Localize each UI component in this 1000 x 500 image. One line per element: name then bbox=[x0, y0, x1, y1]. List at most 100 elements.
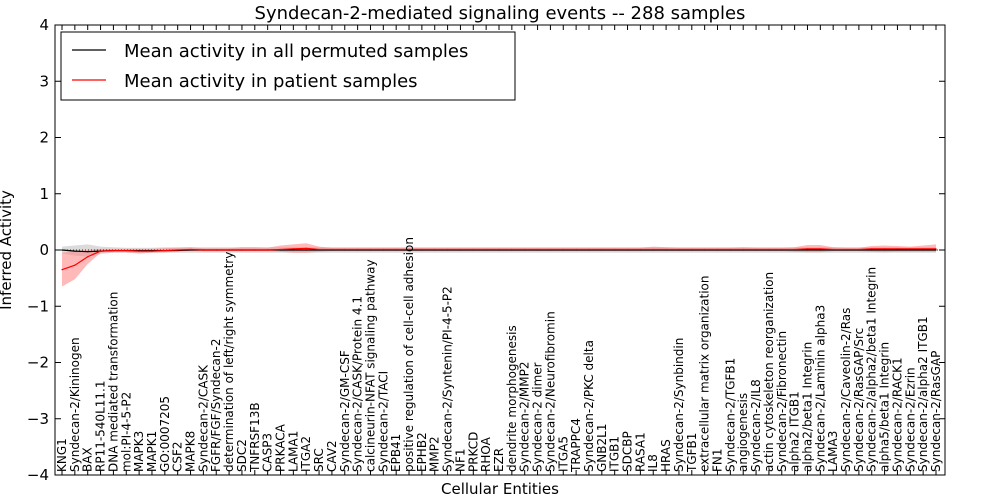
x-tick-label: extracellular matrix organization bbox=[698, 276, 712, 473]
data-point-permuted-19 bbox=[305, 249, 307, 251]
data-point-patient-15 bbox=[254, 249, 256, 251]
data-point-patient-12 bbox=[215, 249, 217, 251]
x-tick-label: determination of left/right symmetry bbox=[222, 252, 236, 472]
x-tick-label: Syndecan-2/Caveolin-2/Ras bbox=[839, 308, 853, 472]
x-tick-label: Syndecan-2/GM-CSF bbox=[338, 350, 352, 472]
x-tick-label: mol:PI-4-5-P2 bbox=[119, 392, 133, 472]
x-tick-label: Syndecan-2/PKC delta bbox=[582, 340, 596, 472]
y-tick-label: 4 bbox=[39, 16, 49, 34]
data-point-patient-52 bbox=[729, 248, 731, 251]
data-point-patient-31 bbox=[459, 248, 462, 251]
legend-label-patient: Mean activity in patient samples bbox=[124, 71, 418, 92]
y-tick-label: 1 bbox=[39, 185, 49, 203]
data-point-permuted-65 bbox=[896, 249, 899, 251]
x-tick-label: MMP2 bbox=[428, 436, 442, 472]
x-tick-label: RP11-540L11.1 bbox=[94, 381, 108, 472]
data-point-patient-40 bbox=[575, 248, 577, 251]
y-axis-ticks: 4 3 2 1 0 −1 −2 −3 −4 bbox=[27, 16, 945, 484]
x-tick-label: MAPK3 bbox=[132, 431, 146, 472]
data-point-patient-22 bbox=[344, 248, 346, 251]
x-axis-label: Cellular Entities bbox=[441, 480, 559, 498]
x-tick-label: Syndecan-2/CASK/Protein 4.1 bbox=[351, 296, 365, 472]
x-tick-label: GNB2L1 bbox=[595, 424, 609, 472]
data-point-patient-61 bbox=[845, 248, 847, 251]
data-point-permuted-1 bbox=[74, 250, 76, 252]
x-tick-label: alpha2/beta1 Integrin bbox=[800, 342, 814, 472]
x-tick-label: Syndecan-2/alpha2/beta1 Integrin bbox=[865, 267, 879, 472]
x-tick-label: LAMA1 bbox=[286, 431, 300, 472]
x-tick-label: ITGA5 bbox=[556, 436, 570, 472]
data-point-patient-45 bbox=[639, 248, 641, 251]
data-point-patient-17 bbox=[279, 248, 282, 251]
data-point-patient-21 bbox=[331, 248, 333, 251]
data-point-patient-55 bbox=[768, 248, 770, 251]
data-point-patient-37 bbox=[536, 248, 539, 251]
legend-label-permuted: Mean activity in all permuted samples bbox=[124, 41, 468, 62]
data-point-patient-28 bbox=[421, 248, 423, 251]
data-point-patient-50 bbox=[704, 248, 706, 251]
data-point-permuted-66 bbox=[909, 249, 911, 251]
data-point-permuted-58 bbox=[806, 249, 809, 251]
x-tick-label: Syndecan-2/CASK bbox=[196, 364, 210, 472]
data-point-patient-27 bbox=[408, 248, 410, 251]
data-point-patient-67 bbox=[922, 248, 924, 250]
x-tick-label: EPB41 bbox=[389, 434, 403, 472]
data-point-patient-46 bbox=[652, 248, 654, 251]
data-point-patient-49 bbox=[691, 248, 693, 251]
data-point-permuted-0 bbox=[61, 249, 63, 251]
x-tick-label: ITGB1 bbox=[608, 436, 622, 472]
data-point-patient-24 bbox=[369, 248, 372, 251]
legend-box bbox=[60, 31, 516, 101]
data-point-patient-54 bbox=[755, 248, 757, 251]
data-point-patient-62 bbox=[858, 248, 860, 251]
data-point-patient-20 bbox=[318, 248, 320, 251]
data-point-patient-36 bbox=[524, 248, 526, 251]
x-tick-label: EPHB2 bbox=[415, 432, 429, 472]
x-tick-label: Syndecan-2/Ezrin bbox=[903, 367, 917, 472]
x-tick-label: KNG1 bbox=[55, 438, 69, 472]
x-tick-label: Syndecan-2/RACK1 bbox=[890, 357, 904, 472]
data-point-patient-44 bbox=[626, 248, 629, 251]
data-point-patient-29 bbox=[434, 248, 436, 251]
data-point-patient-11 bbox=[202, 249, 204, 251]
x-tick-label: MAPK1 bbox=[145, 431, 159, 472]
chart-title: Syndecan-2-mediated signaling events -- … bbox=[255, 3, 746, 24]
x-tick-label: Syndecan-2/RasGAP bbox=[929, 351, 943, 472]
x-tick-label: Syndecan-2/Synbindin bbox=[672, 338, 686, 472]
x-axis-ticks: KNG1Syndecan-2/KininogenBAXRP11-540L11.1… bbox=[55, 25, 943, 475]
data-point-patient-4 bbox=[112, 249, 115, 252]
x-tick-label: LAMA3 bbox=[826, 431, 840, 472]
x-tick-label: dendrite morphogenesis bbox=[505, 325, 519, 472]
x-tick-label: Syndecan-2/Neurofibromin bbox=[543, 311, 557, 472]
data-point-permuted-63 bbox=[871, 249, 873, 251]
x-tick-label: MAPK8 bbox=[184, 431, 198, 472]
data-point-permuted-67 bbox=[922, 249, 924, 251]
data-point-patient-56 bbox=[781, 248, 783, 251]
data-point-patient-35 bbox=[511, 248, 513, 251]
data-point-patient-0 bbox=[61, 269, 63, 271]
data-point-permuted-68 bbox=[935, 249, 937, 251]
x-tick-label: Syndecan-2/Kininogen bbox=[68, 337, 82, 472]
data-point-patient-53 bbox=[742, 248, 744, 251]
data-point-patient-66 bbox=[909, 248, 911, 250]
data-point-patient-41 bbox=[588, 248, 590, 251]
data-point-patient-43 bbox=[614, 248, 616, 251]
x-tick-label: EZR bbox=[492, 448, 506, 472]
x-tick-label: RHOA bbox=[479, 436, 493, 472]
x-tick-label: alpha2 ITGB1 bbox=[788, 391, 802, 472]
data-point-patient-6 bbox=[138, 250, 140, 252]
x-tick-label: Syndecan-2 dimer bbox=[531, 362, 545, 472]
x-tick-label: Syndecan-2/TGFB1 bbox=[723, 358, 737, 472]
y-tick-label: −2 bbox=[27, 354, 49, 372]
x-tick-label: DNA mediated transformation bbox=[106, 292, 120, 472]
x-tick-label: CSF2 bbox=[171, 441, 185, 472]
y-tick-label: −4 bbox=[27, 466, 49, 484]
x-tick-label: SRC bbox=[312, 448, 326, 472]
x-tick-label: Syndecan-2/Fibronectin bbox=[775, 331, 789, 472]
data-point-permuted-64 bbox=[883, 249, 886, 251]
data-point-patient-19 bbox=[305, 247, 307, 249]
x-tick-label: PRKCD bbox=[466, 432, 480, 472]
x-tick-label: GO:0007205 bbox=[158, 396, 172, 472]
x-tick-label: Syndecan-2/MMP2 bbox=[518, 362, 532, 472]
